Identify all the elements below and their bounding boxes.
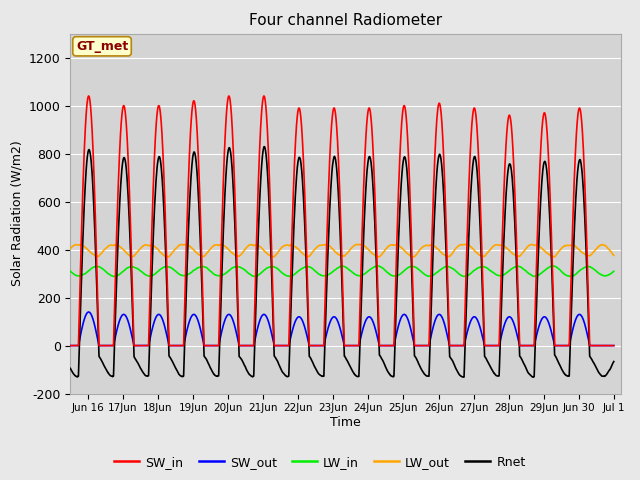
Legend: SW_in, SW_out, LW_in, LW_out, Rnet: SW_in, SW_out, LW_in, LW_out, Rnet (109, 451, 531, 474)
SW_in (610, 343, 618, 348)
LW_in (211, 272, 218, 277)
LW_out (108, 242, 115, 248)
Y-axis label: Solar Radiation (W/m2): Solar Radiation (W/m2) (10, 141, 23, 287)
LW_out (456, 242, 464, 248)
SW_out (456, 343, 464, 348)
Line: LW_in: LW_in (70, 266, 614, 276)
Rnet (610, 359, 618, 364)
LW_in (456, 272, 464, 277)
SW_in (67, 343, 74, 348)
SW_in (85, 93, 93, 99)
LW_out (463, 241, 470, 247)
LW_out (513, 253, 520, 259)
Rnet (67, 365, 74, 371)
LW_in (374, 263, 381, 269)
LW_out (230, 252, 237, 257)
Line: SW_in: SW_in (70, 96, 614, 346)
LW_in (563, 273, 570, 278)
X-axis label: Time: Time (330, 416, 361, 429)
SW_out (211, 343, 218, 348)
LW_in (513, 264, 520, 269)
SW_out (67, 343, 74, 348)
SW_out (230, 321, 238, 326)
SW_out (610, 343, 618, 348)
Rnet (260, 144, 268, 149)
Line: Rnet: Rnet (70, 146, 614, 377)
SW_out (513, 330, 520, 336)
SW_in (456, 343, 464, 348)
SW_in (230, 167, 238, 173)
LW_out (610, 252, 618, 258)
LW_in (610, 268, 618, 274)
SW_out (563, 343, 570, 348)
LW_in (230, 264, 238, 270)
SW_in (211, 343, 218, 348)
SW_out (85, 309, 93, 315)
Rnet (211, 372, 218, 377)
LW_in (67, 268, 74, 274)
SW_out (108, 343, 115, 348)
Rnet (563, 372, 570, 378)
Line: LW_out: LW_out (70, 244, 614, 257)
LW_in (108, 273, 115, 278)
Rnet (108, 373, 115, 379)
Rnet (230, 199, 237, 205)
LW_out (67, 246, 74, 252)
Title: Four channel Radiometer: Four channel Radiometer (249, 13, 442, 28)
SW_in (563, 343, 570, 348)
Line: SW_out: SW_out (70, 312, 614, 346)
SW_in (108, 343, 115, 348)
LW_in (110, 274, 118, 279)
LW_out (211, 242, 218, 248)
Text: GT_met: GT_met (76, 40, 128, 53)
SW_in (513, 242, 520, 248)
Rnet (513, 268, 520, 274)
LW_out (375, 254, 383, 260)
Rnet (456, 372, 464, 378)
Rnet (460, 374, 467, 380)
LW_out (563, 242, 570, 248)
